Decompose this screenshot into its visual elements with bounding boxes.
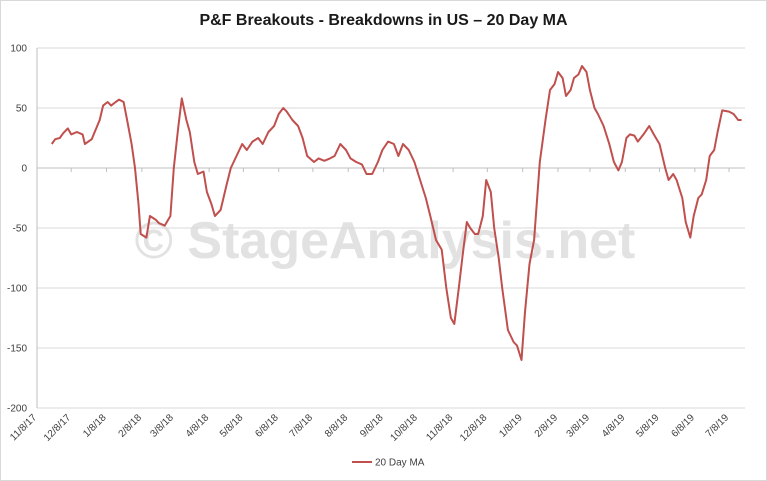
series-line (50, 65, 742, 361)
x-tick-label: 2/8/18 (117, 412, 145, 440)
x-tick-label: 4/8/18 (184, 412, 212, 440)
x-tick-label: 11/8/18 (424, 412, 455, 443)
watermark-text: © StageAnalysis.net (135, 212, 636, 270)
legend: 20 Day MA (352, 458, 425, 469)
x-tick-label: 12/8/17 (42, 412, 74, 444)
x-tick-label: 3/8/18 (148, 412, 176, 440)
y-tick-label: 0 (21, 164, 27, 175)
legend-label: 20 Day MA (375, 458, 425, 469)
x-tick-label: 4/8/19 (600, 412, 628, 440)
x-axis-ticks: 11/8/17 12/8/17 1/8/18 2/8/18 3/8/18 4/8/18 5/… (8, 412, 731, 444)
chart-title: P&F Breakouts - Breakdowns in US – 20 Da… (199, 12, 568, 29)
y-tick-label: -200 (7, 404, 27, 415)
x-tick-label: 3/8/19 (565, 412, 593, 440)
x-tick-label: 2/8/19 (533, 412, 561, 440)
x-tick-label: 10/8/18 (389, 412, 421, 444)
y-axis-ticks: -200 -150 -100 -50 0 50 100 (7, 44, 27, 415)
x-tick-label: 5/8/19 (634, 412, 662, 440)
gridlines (37, 47, 745, 409)
x-tick-label: 7/8/18 (288, 412, 316, 440)
y-tick-label: 100 (10, 44, 27, 55)
x-tick-label: 6/8/19 (670, 412, 698, 440)
x-tick-label: 8/8/18 (323, 412, 351, 440)
x-tick-label: 7/8/19 (704, 412, 732, 440)
y-tick-label: -150 (7, 344, 27, 355)
x-tick-label: 5/8/18 (218, 412, 246, 440)
y-tick-label: 50 (16, 104, 28, 115)
x-tick-label: 6/8/18 (253, 412, 281, 440)
x-tick-label: 1/8/18 (81, 412, 109, 440)
series-layer (50, 65, 742, 361)
y-tick-label: -100 (7, 284, 27, 295)
axes (36, 48, 745, 408)
x-tick-label: 11/8/17 (8, 412, 39, 443)
y-tick-label: -50 (13, 224, 28, 235)
x-tick-label: 1/8/19 (497, 412, 525, 440)
x-tick-label: 9/8/18 (358, 412, 386, 440)
x-tick-label: 12/8/18 (458, 412, 490, 444)
